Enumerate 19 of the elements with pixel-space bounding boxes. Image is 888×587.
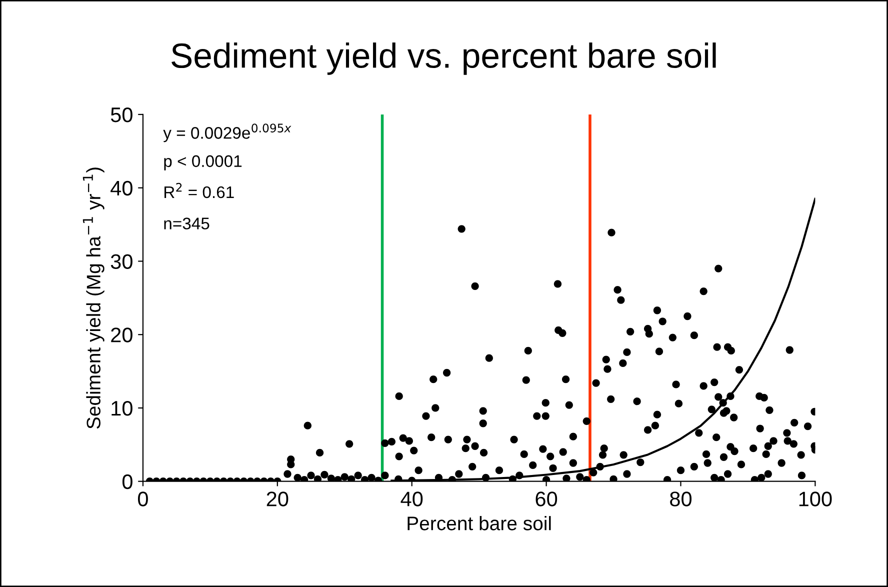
x-tick-label: 100 <box>799 492 832 506</box>
chart-title: Sediment yield vs. percent bare soil <box>172 42 716 75</box>
y-tick-label: 0 <box>122 474 132 490</box>
x-axis-title: Percent bare soil <box>408 516 551 530</box>
annotation: y = 0.0029e$^{0.095x}$ <box>163 124 292 142</box>
y-tick-label: 30 <box>110 254 132 269</box>
x-tick-label: 60 <box>536 492 558 506</box>
annotation: R$^{2}$ = 0.61 <box>164 182 234 198</box>
x-tick-label: 20 <box>266 492 288 506</box>
x-tick-label: 0 <box>138 492 148 506</box>
annotation: p < 0.0001 <box>164 155 242 170</box>
y-axis-title: Sediment yield (Mg ha$^{−1}$ yr$^{−1}$) <box>82 168 104 429</box>
y-tick-label: 20 <box>111 328 132 342</box>
x-tick-label: 40 <box>400 492 423 506</box>
x-tick-label: 80 <box>670 492 692 506</box>
y-tick-label: 40 <box>110 180 132 196</box>
annotation: n=345 <box>164 218 210 230</box>
y-tick-label: 50 <box>110 107 132 122</box>
y-tick-label: 10 <box>112 400 132 416</box>
